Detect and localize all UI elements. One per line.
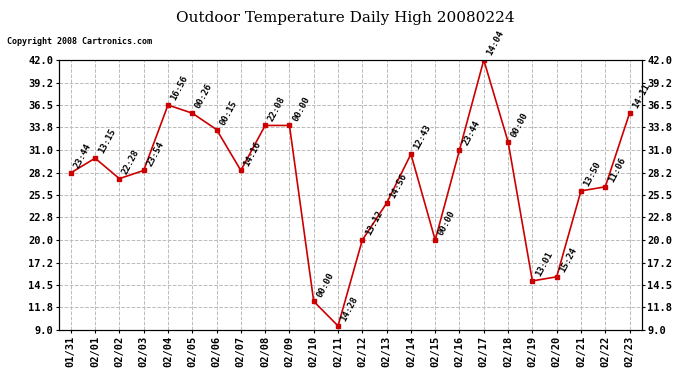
- Text: 00:00: 00:00: [315, 271, 336, 298]
- Text: 13:12: 13:12: [364, 209, 384, 237]
- Text: 23:44: 23:44: [72, 142, 92, 170]
- Text: 22:08: 22:08: [266, 95, 287, 123]
- Text: 00:00: 00:00: [509, 111, 530, 139]
- Text: 00:00: 00:00: [290, 95, 311, 123]
- Text: 00:00: 00:00: [437, 209, 457, 237]
- Text: 14:28: 14:28: [339, 295, 360, 323]
- Text: 22:28: 22:28: [121, 148, 141, 176]
- Text: 13:01: 13:01: [534, 250, 554, 278]
- Text: 00:26: 00:26: [194, 82, 214, 110]
- Text: 12:43: 12:43: [413, 123, 433, 152]
- Text: 23:44: 23:44: [461, 119, 482, 147]
- Text: 14:04: 14:04: [485, 29, 506, 57]
- Text: 14:16: 14:16: [242, 140, 263, 168]
- Text: 13:15: 13:15: [97, 128, 117, 155]
- Text: 13:50: 13:50: [582, 160, 603, 188]
- Text: Copyright 2008 Cartronics.com: Copyright 2008 Cartronics.com: [7, 38, 152, 46]
- Text: 11:06: 11:06: [607, 156, 627, 184]
- Text: 15:24: 15:24: [558, 246, 579, 274]
- Text: Outdoor Temperature Daily High 20080224: Outdoor Temperature Daily High 20080224: [176, 11, 514, 25]
- Text: 16:56: 16:56: [169, 74, 190, 102]
- Text: 14:11: 14:11: [631, 82, 651, 110]
- Text: 14:56: 14:56: [388, 172, 408, 200]
- Text: 23:54: 23:54: [145, 140, 166, 168]
- Text: 00:15: 00:15: [218, 99, 239, 127]
